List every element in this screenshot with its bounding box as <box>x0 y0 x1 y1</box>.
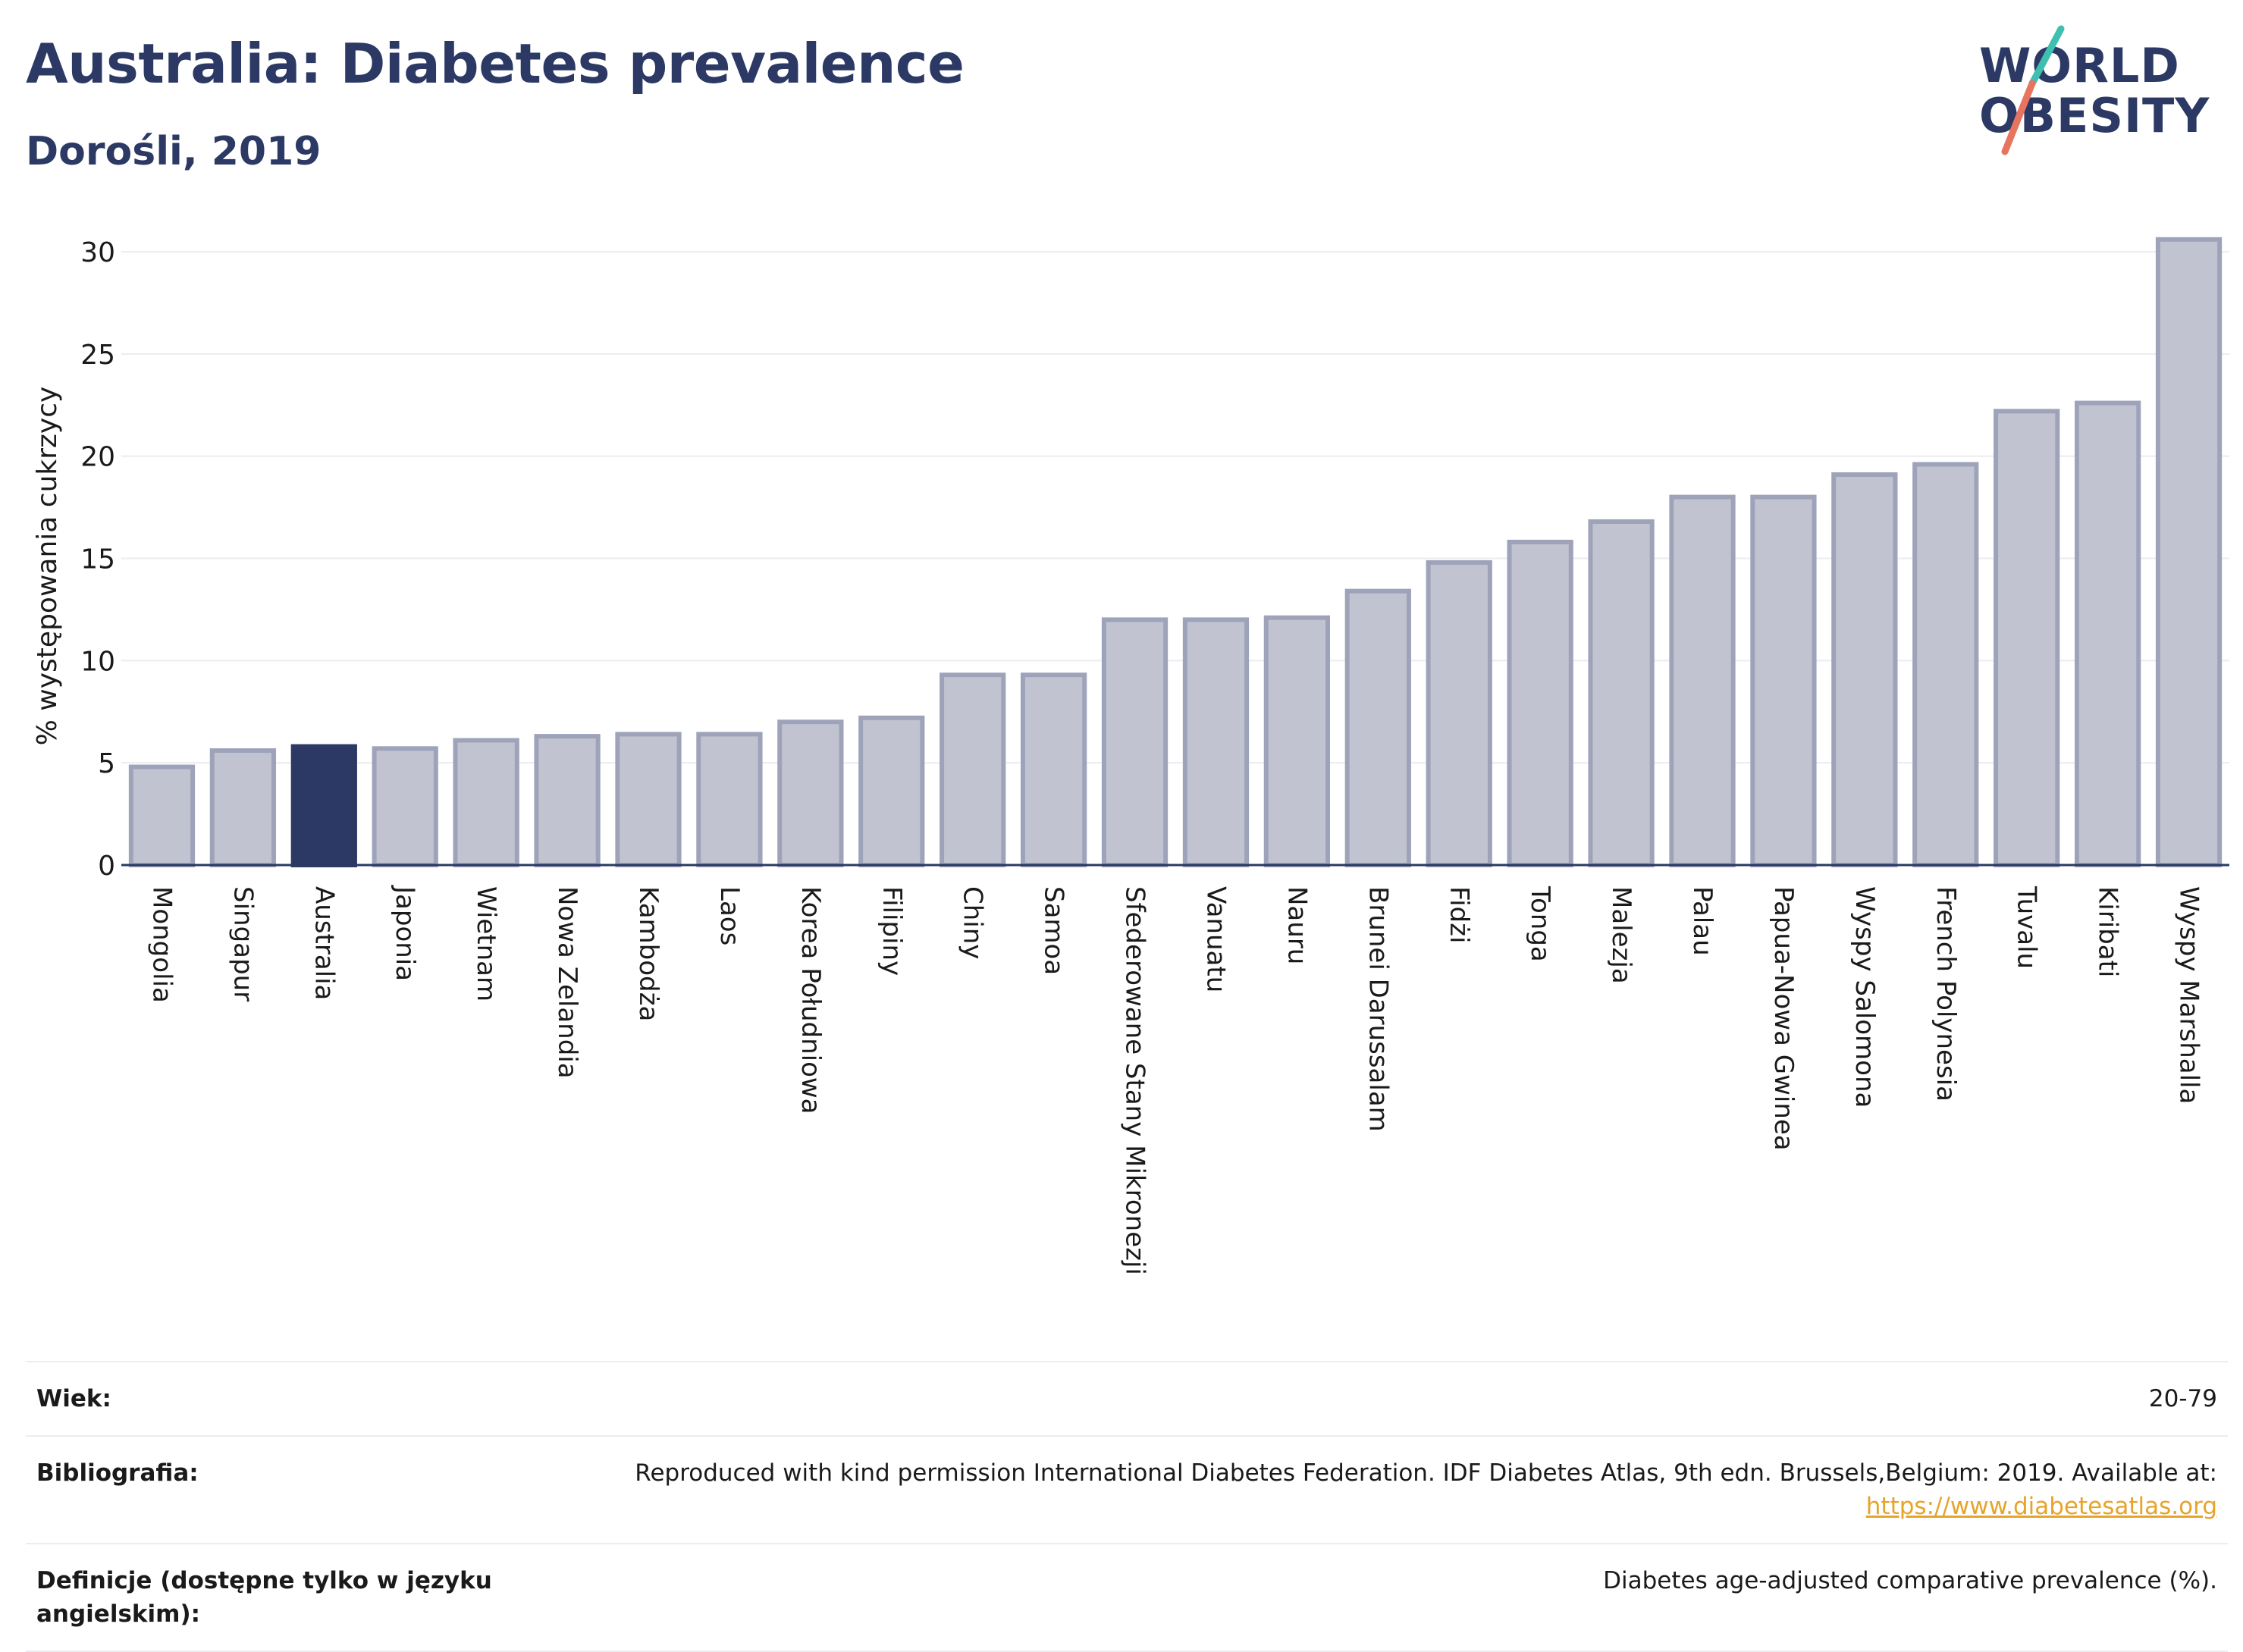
x-tick-label: Fidżi <box>1444 886 1474 943</box>
x-tick-label: Samoa <box>1039 886 1069 975</box>
y-tick-label: 5 <box>98 748 115 779</box>
x-tick-label: Mongolia <box>146 886 177 1003</box>
info-row-age: Wiek: 20-79 <box>26 1362 2228 1437</box>
info-row-definition: Definicje (dostępne tylko w języku angie… <box>26 1544 2228 1652</box>
bar-vanuatu <box>1182 617 1250 868</box>
y-axis-label: % występowania cukrzycy <box>32 387 63 746</box>
bar-kiribati <box>2074 400 2141 867</box>
bar-malezja <box>1588 519 1655 867</box>
x-tick-label: Korea Południowa <box>795 886 826 1114</box>
bar-french-polynesia <box>1912 462 1979 868</box>
bar-wietnam <box>453 738 519 868</box>
bar-kambodża <box>615 732 682 867</box>
bar-brunei-darussalam <box>1344 588 1411 867</box>
x-tick-label: Kambodża <box>633 886 663 1021</box>
bar-fidżi <box>1426 560 1492 867</box>
diabetes-atlas-link[interactable]: https://www.diabetesatlas.org <box>1865 1493 2217 1520</box>
bibliography-label: Bibliografia: <box>36 1459 199 1487</box>
x-tick-label: Wietnam <box>471 886 501 1002</box>
x-tick-label: Papua-Nowa Gwinea <box>1768 886 1799 1151</box>
bar-wyspy-marshalla <box>2155 237 2223 867</box>
y-tick-label: 30 <box>80 237 115 268</box>
x-tick-label: Japonia <box>390 885 420 981</box>
page-subtitle: Dorośli, 2019 <box>26 129 322 174</box>
y-tick-label: 10 <box>80 646 115 677</box>
bar-samoa <box>1020 672 1087 868</box>
x-tick-labels: Mongolia Singapur Australia Japonia Wietnam N… <box>146 885 2204 1275</box>
info-table: Wiek: 20-79 Bibliografia: Reproduced wit… <box>26 1361 2228 1652</box>
x-tick-label: Chiny <box>958 886 988 959</box>
bar-singapur <box>209 748 277 868</box>
bar-chart: Mongolia Singapur Australia Japonia Wietnam N… <box>32 237 2229 1275</box>
definition-label: Definicje (dostępne tylko w języku angie… <box>36 1567 492 1628</box>
x-tick-label: Nauru <box>1281 886 1312 964</box>
y-tick-labels: 0 5 10 15 20 25 30 <box>80 237 115 882</box>
bar-wyspy-salomona <box>1831 472 1898 868</box>
x-tick-label: French Polynesia <box>1931 886 1961 1102</box>
x-tick-label: Tuvalu <box>2012 886 2042 969</box>
bar-korea-południowa <box>777 719 844 867</box>
info-row-bibliography: Bibliografia: Reproduced with kind permi… <box>26 1437 2228 1544</box>
bibliography-value: Reproduced with kind permission Internat… <box>635 1456 2217 1523</box>
page-title: Australia: Diabetes prevalence <box>26 32 965 96</box>
bar-sfederowane-stany-mikronezji <box>1101 617 1169 868</box>
x-tick-label: Brunei Darussalam <box>1363 886 1393 1132</box>
x-tick-label: Singapur <box>227 886 258 1002</box>
bar-laos <box>696 732 763 867</box>
logo-slash-icon <box>2001 25 2065 155</box>
bar-tuvalu <box>1994 409 2060 867</box>
y-tick-label: 0 <box>98 851 115 882</box>
bar-filipiny <box>858 715 925 868</box>
world-obesity-logo: WORLD OBESITY <box>1972 21 2237 158</box>
bar-nowa-zelandia <box>534 734 601 867</box>
bars <box>128 237 2223 868</box>
bar-japonia <box>372 746 438 867</box>
bar-chiny <box>940 672 1006 868</box>
bibliography-text: Reproduced with kind permission Internat… <box>635 1459 2217 1487</box>
bar-nauru <box>1263 615 1331 867</box>
x-tick-label: Vanuatu <box>1200 886 1231 992</box>
y-tick-label: 15 <box>80 544 115 575</box>
bar-papua-nowa-gwinea <box>1750 494 1817 867</box>
bar-tonga <box>1507 539 1573 867</box>
x-tick-label: Laos <box>714 886 745 945</box>
logo-line-1: WORLD <box>1979 38 2180 93</box>
x-tick-label: Australia <box>309 886 339 1000</box>
x-tick-label: Palau <box>1687 886 1718 956</box>
x-tick-label: Tonga <box>1525 886 1555 962</box>
bar-mongolia <box>128 764 196 867</box>
definition-value: Diabetes age-adjusted comparative preval… <box>1603 1567 2217 1594</box>
x-tick-label: Filipiny <box>877 886 907 976</box>
x-tick-label: Wyspy Marshalla <box>2174 886 2204 1104</box>
x-tick-label: Nowa Zelandia <box>552 886 582 1079</box>
x-tick-label: Sfederowane Stany Mikronezji <box>1120 886 1150 1275</box>
y-tick-label: 25 <box>80 340 115 371</box>
bar-australia <box>290 744 357 867</box>
x-tick-label: Wyspy Salomona <box>1849 886 1880 1108</box>
bar-palau <box>1669 494 1736 867</box>
x-tick-label: Malezja <box>1606 886 1636 984</box>
age-value: 20-79 <box>2148 1385 2217 1412</box>
y-tick-label: 20 <box>80 442 115 473</box>
age-label: Wiek: <box>36 1385 111 1412</box>
x-tick-label: Kiribati <box>2093 886 2123 977</box>
